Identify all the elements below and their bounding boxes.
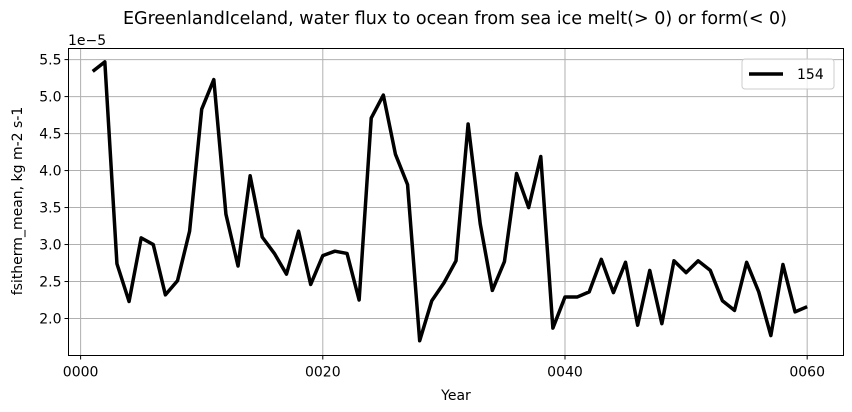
y-tick-label: 3.0 [39,238,61,254]
x-tick-label: 0040 [547,365,583,381]
y-tick-label: 5.5 [39,53,61,69]
x-ticks: 0000 0020 0040 0060 [63,355,825,381]
offset-label: 1e−5 [68,33,106,49]
series-layer [91,60,808,343]
grid [68,48,844,356]
y-tick-label: 3.5 [39,201,61,217]
y-tick-label: 4.5 [39,127,61,143]
y-ticks: 2.0 2.5 3.0 3.5 4.0 4.5 5.0 5.5 [39,53,69,328]
x-tick-label: 0060 [789,365,825,381]
chart-title: EGreenlandIceland, water flux to ocean f… [123,9,787,29]
y-tick-label: 2.0 [39,312,61,328]
y-tick-label: 5.0 [39,90,61,106]
x-tick-label: 0000 [63,365,99,381]
legend-label: 154 [797,67,824,83]
legend: 154 [741,58,835,90]
x-tick-label: 0020 [305,365,341,381]
legend-box [741,58,835,90]
plot-frame [68,48,844,356]
x-axis-label: Year [440,388,471,404]
series-line [91,60,808,343]
y-axis-label: fsitherm_mean, kg m-2 s-1 [10,107,26,296]
y-tick-label: 2.5 [39,275,61,291]
y-tick-label: 4.0 [39,164,61,180]
